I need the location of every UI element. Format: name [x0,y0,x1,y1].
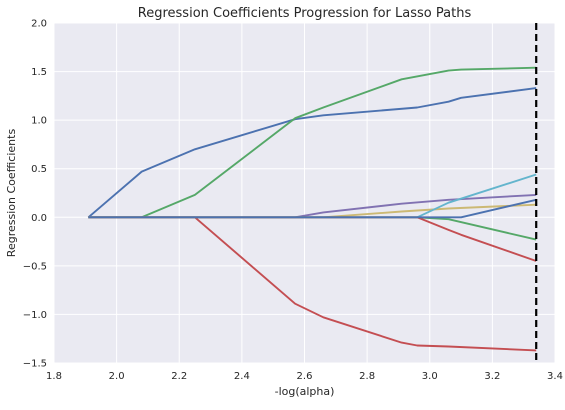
x-tick-label: 3.2 [484,371,500,382]
x-tick-label: 2.8 [359,371,375,382]
y-tick-label: 0.5 [31,164,47,175]
y-tick-label: 0.0 [31,213,47,224]
y-tick-label: −0.5 [23,261,47,272]
y-tick-label: −1.0 [23,310,47,321]
series-line-1 [87,87,537,219]
tick-labels: 1.8 2.0 2.2 2.4 2.6 2.8 3.0 3.2 3.4 2.0 1.5 1.0 0.5 0… [23,19,563,383]
y-tick-label: 1.0 [31,116,47,127]
x-tick-label: 3.0 [422,371,438,382]
x-tick-label: 2.6 [297,371,313,382]
x-tick-label: 2.0 [109,371,125,382]
chart-title: Regression Coefficients Progression for … [138,6,472,21]
series-line-9 [88,198,537,219]
x-tick-label: 3.4 [547,371,563,382]
x-tick-label: 2.2 [171,371,187,382]
series-line-2 [88,66,537,219]
y-tick-label: 1.5 [31,67,47,78]
y-tick-label: −1.5 [23,359,47,370]
x-axis-label: -log(alpha) [275,385,335,398]
x-tick-label: 2.4 [234,371,250,382]
x-tick-label: 1.8 [46,371,62,382]
y-tick-label: 2.0 [31,19,47,30]
y-axis-label: Regression Coefficients [5,129,18,258]
series-lines [87,66,537,352]
